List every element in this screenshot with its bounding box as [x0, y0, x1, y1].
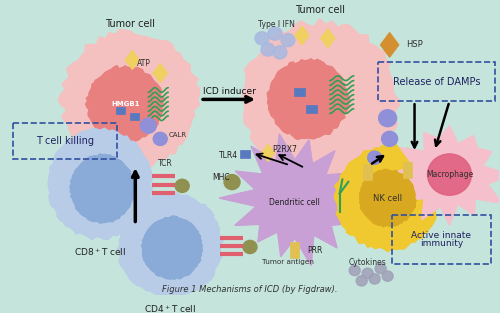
Circle shape [368, 151, 382, 164]
Polygon shape [142, 216, 203, 279]
Polygon shape [262, 145, 274, 162]
Text: NK cell: NK cell [373, 193, 402, 203]
Circle shape [349, 265, 360, 276]
Bar [130, 113, 139, 120]
Polygon shape [380, 33, 398, 57]
Circle shape [369, 274, 380, 284]
Circle shape [273, 46, 287, 59]
Polygon shape [220, 134, 357, 265]
Text: Release of DAMPs: Release of DAMPs [392, 77, 480, 86]
Text: CD4$^+$T cell: CD4$^+$T cell [144, 303, 197, 313]
Text: TLR4: TLR4 [219, 151, 238, 160]
Polygon shape [118, 192, 223, 298]
Circle shape [382, 131, 398, 146]
Text: Dendritic cell: Dendritic cell [270, 198, 320, 207]
Circle shape [362, 268, 373, 279]
Polygon shape [321, 29, 335, 48]
Bar [403, 162, 412, 178]
Bar [363, 164, 372, 180]
Text: Active innate: Active innate [412, 231, 472, 240]
Circle shape [378, 110, 396, 127]
Circle shape [382, 271, 393, 281]
Text: CALR: CALR [168, 132, 186, 138]
Polygon shape [58, 30, 200, 169]
Text: Tumor antigen: Tumor antigen [262, 259, 314, 265]
Polygon shape [126, 50, 140, 69]
Circle shape [428, 154, 472, 195]
Bar [116, 107, 125, 114]
Circle shape [261, 43, 275, 56]
Polygon shape [360, 169, 416, 227]
Circle shape [281, 33, 295, 47]
Circle shape [224, 175, 240, 190]
Circle shape [175, 179, 189, 192]
Circle shape [268, 27, 282, 40]
Text: ATP: ATP [138, 59, 151, 68]
Text: T cell killing: T cell killing [36, 136, 94, 146]
Text: PRR: PRR [307, 246, 322, 255]
Polygon shape [154, 64, 167, 82]
Text: MHC: MHC [212, 173, 230, 182]
Text: ICD inducer: ICD inducer [202, 87, 256, 96]
Text: Tumor cell: Tumor cell [295, 5, 345, 15]
Bar [12, 123, 118, 159]
Text: CD8$^+$T cell: CD8$^+$T cell [74, 246, 126, 258]
Bar [240, 150, 250, 158]
Polygon shape [48, 128, 152, 240]
Circle shape [255, 32, 269, 45]
Text: immunity: immunity [420, 239, 463, 248]
Polygon shape [70, 154, 135, 223]
Polygon shape [268, 59, 349, 139]
Text: Figure 1 Mechanisms of ICD (by Figdraw).: Figure 1 Mechanisms of ICD (by Figdraw). [162, 285, 338, 294]
Circle shape [140, 118, 156, 133]
Bar [294, 88, 306, 96]
Circle shape [375, 264, 386, 274]
Text: HMGB1: HMGB1 [111, 101, 140, 107]
Bar [392, 215, 492, 264]
Circle shape [154, 132, 167, 146]
Text: HSP: HSP [406, 40, 424, 49]
Text: Tumor cell: Tumor cell [106, 19, 156, 29]
Bar [378, 62, 496, 101]
Polygon shape [295, 26, 309, 45]
Polygon shape [242, 19, 400, 179]
Text: Cytokines: Cytokines [349, 258, 387, 266]
Text: TCR: TCR [158, 159, 172, 168]
Circle shape [356, 276, 367, 286]
Text: P2RX7: P2RX7 [272, 145, 297, 154]
Bar [290, 242, 300, 258]
Text: Type I IFN: Type I IFN [258, 20, 295, 29]
Text: Macrophage: Macrophage [426, 170, 473, 179]
Polygon shape [86, 66, 164, 143]
Polygon shape [390, 126, 500, 225]
Circle shape [243, 240, 257, 254]
Polygon shape [334, 145, 442, 251]
Bar [306, 105, 318, 113]
